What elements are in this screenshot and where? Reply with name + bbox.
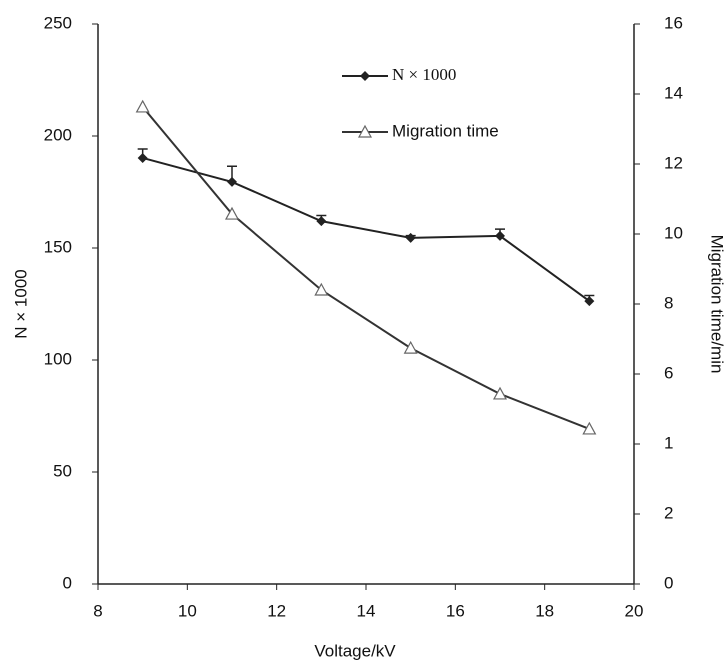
legend-label: N × 1000 [392,65,456,84]
x-tick-label: 10 [178,601,197,620]
marker [314,282,329,296]
y2-axis-label: Migration time/min [708,235,727,374]
y-axis-label: N × 1000 [11,269,30,338]
marker [316,216,327,227]
x-tick-label: 16 [446,601,465,620]
legend-label: Migration time [392,121,499,140]
y-tick-label: 100 [44,349,72,368]
marker [224,206,240,220]
marker [227,176,237,187]
x-tick-label: 18 [535,601,554,620]
marker [492,386,508,400]
marker [137,152,148,163]
y2-tick-label: 0 [664,573,673,592]
y-tick-label: 0 [63,573,72,592]
marker [584,296,595,307]
y2-tick-label: 6 [664,363,673,382]
y2-tick-label: 12 [664,153,683,172]
marker [135,99,150,113]
x-tick-label: 12 [267,601,286,620]
marker [495,230,505,241]
legend-marker [360,71,370,81]
y2-tick-label: 2 [664,503,673,522]
x-tick-label: 20 [625,601,644,620]
y2-tick-label: 14 [664,83,683,102]
y-tick-label: 200 [44,125,72,144]
legend-marker [357,124,373,138]
x-tick-label: 14 [357,601,376,620]
y2-tick-label: 16 [664,13,683,32]
marker [405,232,416,243]
y-tick-label: 50 [53,461,72,480]
y-tick-label: 250 [44,13,72,32]
x-axis-label: Voltage/kV [314,641,396,660]
series-line [142,156,590,302]
y2-tick-label: 8 [664,293,673,312]
y2-tick-label: 1 [664,433,673,452]
marker [403,340,418,354]
y2-tick-label: 10 [664,223,683,242]
marker [582,421,597,435]
series-line [141,106,590,430]
y-tick-label: 150 [44,237,72,256]
x-tick-label: 8 [93,601,102,620]
